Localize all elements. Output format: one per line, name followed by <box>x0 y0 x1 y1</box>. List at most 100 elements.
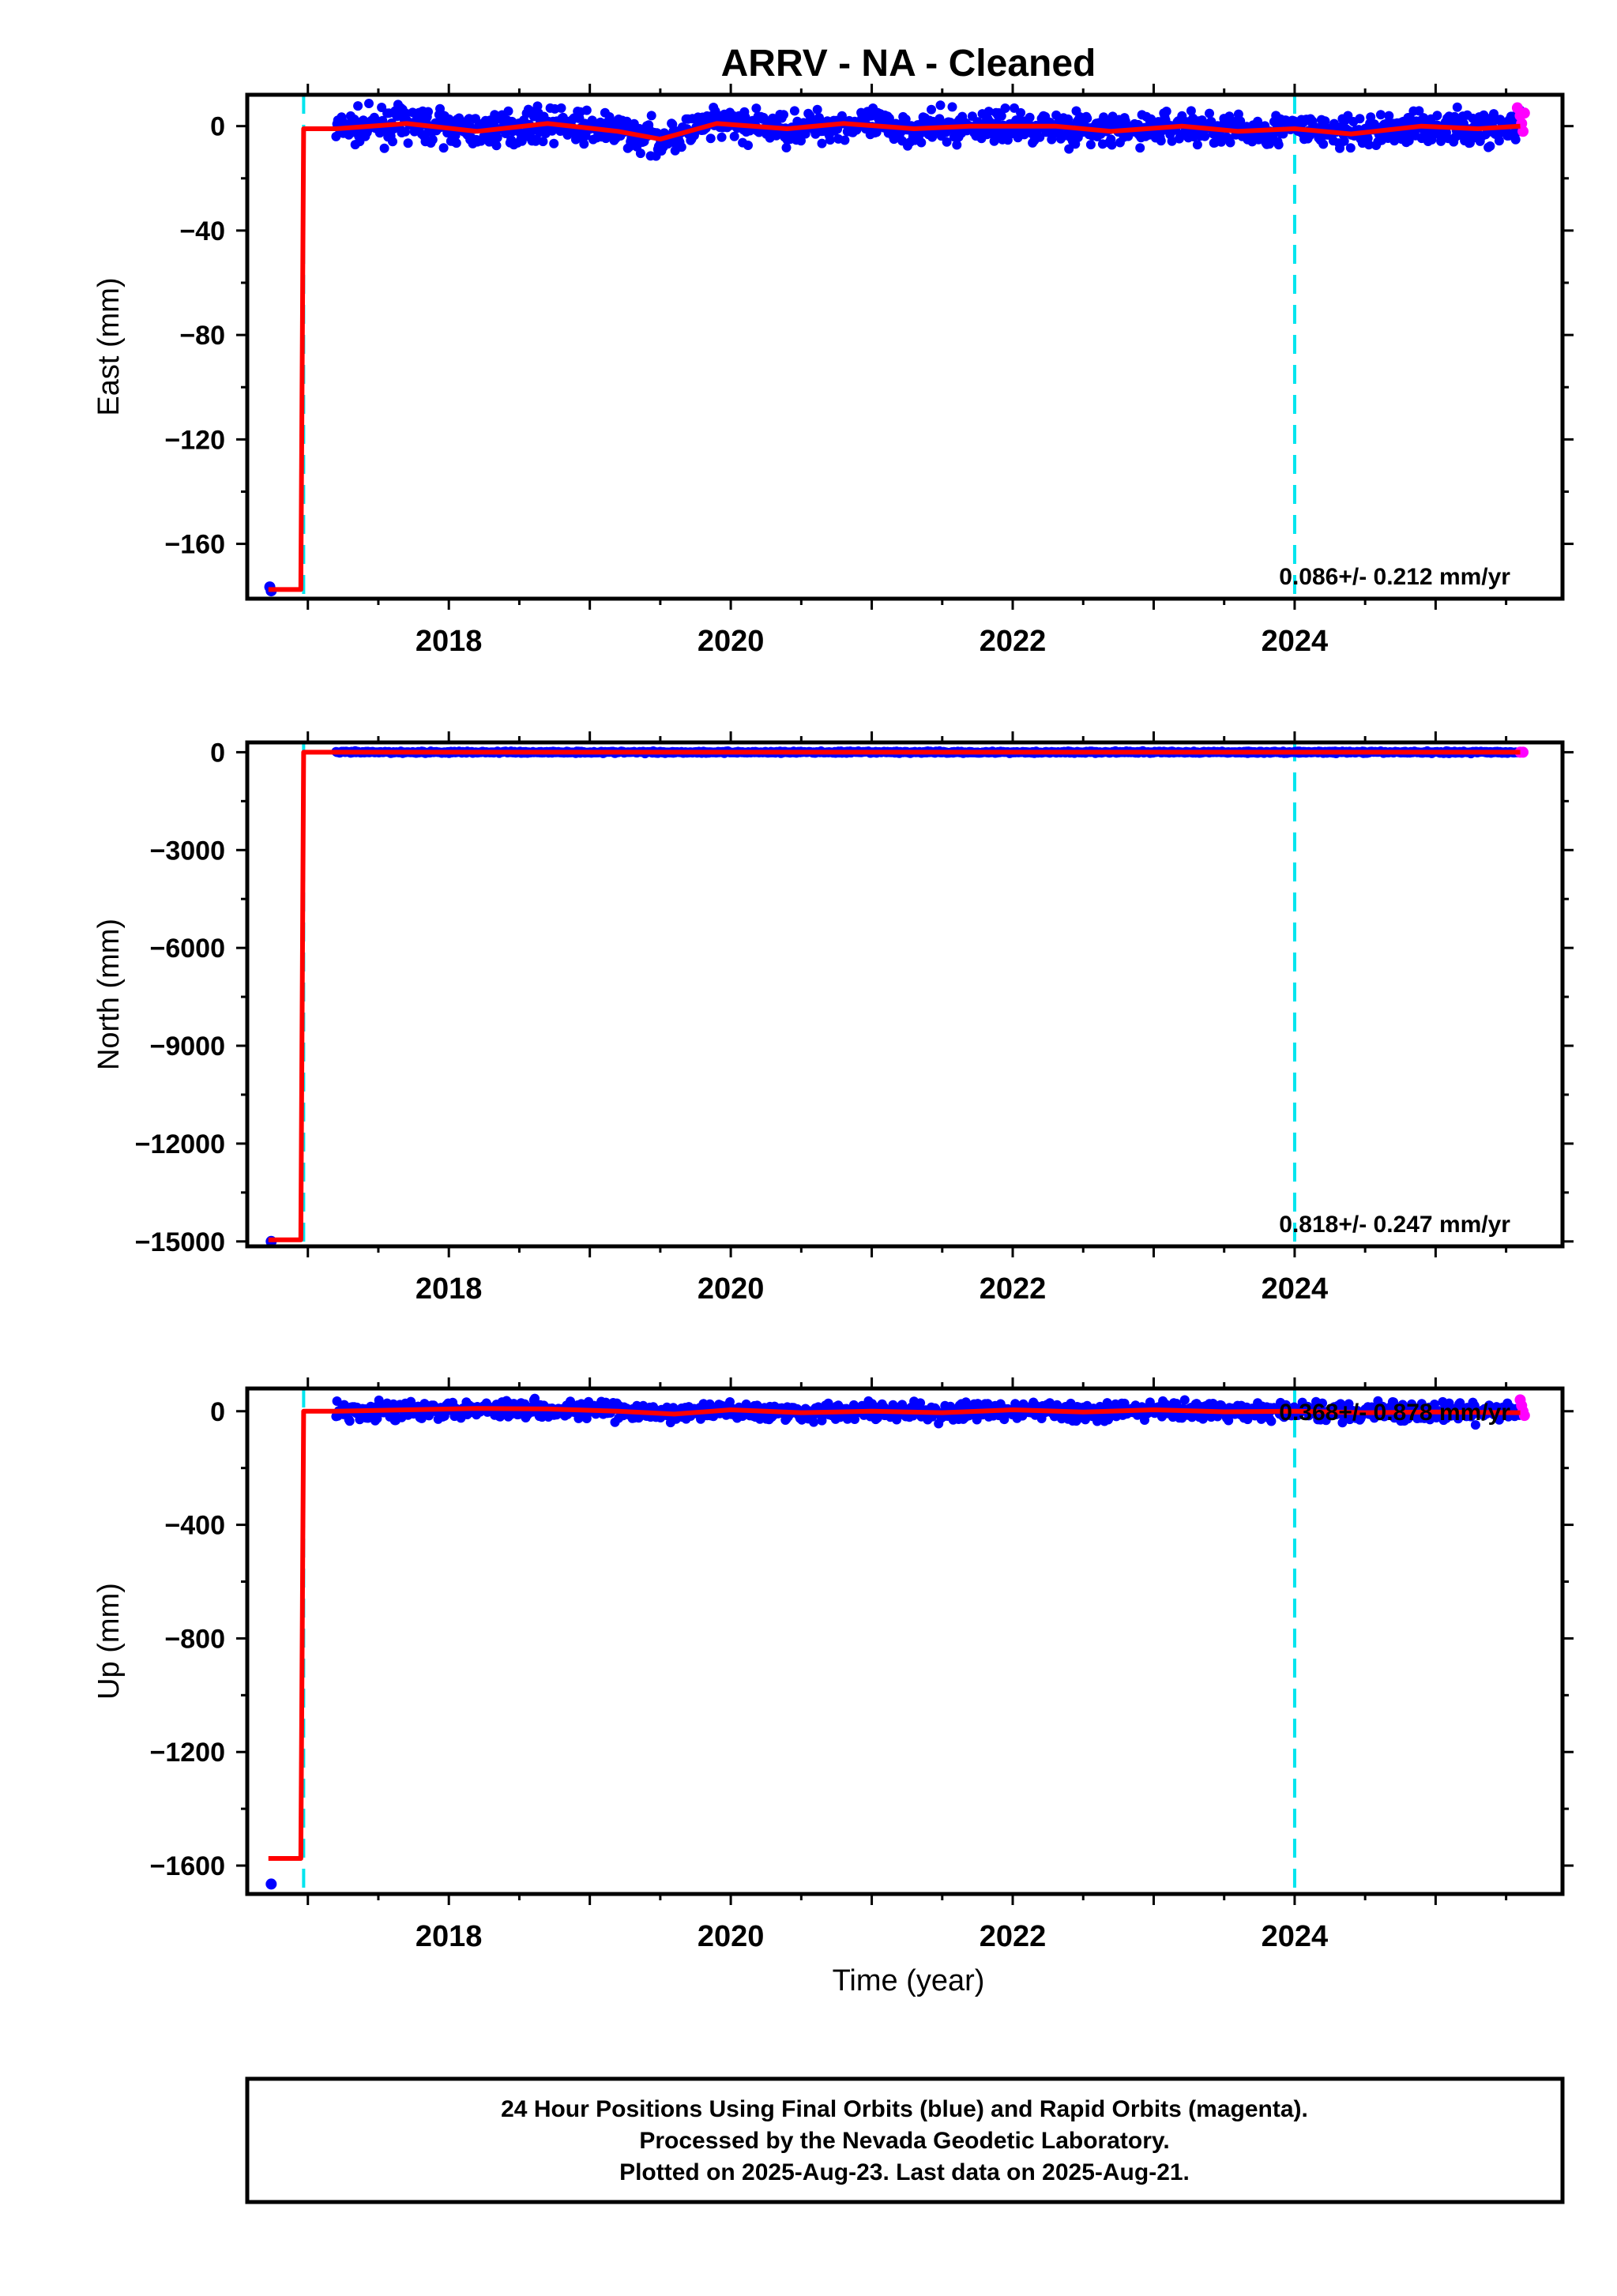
final-orbit-point <box>1432 111 1442 121</box>
final-orbits-series <box>264 99 1525 597</box>
final-orbit-point <box>983 107 994 117</box>
final-orbit-point <box>779 110 788 120</box>
x-tick-label: 2024 <box>1262 1272 1329 1306</box>
final-orbit-point <box>492 133 502 143</box>
rate-annotation: 0.086+/- 0.212 mm/yr <box>1279 564 1510 590</box>
plot-area <box>265 1388 1530 1894</box>
y-tick-label: 0 <box>210 112 225 142</box>
final-orbit-point <box>812 104 822 115</box>
footer-box: 24 Hour Positions Using Final Orbits (bl… <box>245 2076 1565 2204</box>
final-orbit-point <box>809 1417 819 1427</box>
final-orbit-point <box>1265 139 1275 149</box>
final-orbit-point <box>652 128 662 138</box>
final-orbit-point <box>1320 116 1330 126</box>
plot-area <box>264 95 1530 599</box>
final-orbit-point <box>423 107 433 117</box>
final-orbit-point <box>989 136 999 146</box>
plot-frame <box>245 92 1565 601</box>
final-orbit-point <box>1082 113 1092 123</box>
final-orbit-point <box>676 142 686 152</box>
x-tick-label: 2024 <box>1262 625 1329 658</box>
x-tick-label: 2018 <box>416 1272 483 1306</box>
footer-line-2: Processed by the Nevada Geodetic Laborat… <box>639 2128 1169 2154</box>
rate-annotation: 0.818+/- 0.247 mm/yr <box>1279 1212 1510 1238</box>
y-tick-label: −3000 <box>150 836 226 866</box>
final-orbit-point <box>1205 108 1214 118</box>
final-orbit-point <box>1366 112 1376 122</box>
y-tick-label: −1200 <box>150 1738 226 1768</box>
y-tick-label: 0 <box>210 738 225 768</box>
y-axis-label: East (mm) <box>92 277 126 415</box>
final-orbit-point <box>942 137 952 147</box>
final-orbit-point <box>503 106 513 116</box>
final-orbit-point <box>1430 1400 1439 1409</box>
y-tick-label: −40 <box>179 216 225 246</box>
rapid-orbit-point-3 <box>1518 1410 1530 1422</box>
x-axis: 2018 2020 2022 2024 <box>306 731 1508 1306</box>
final-orbit-point <box>1384 111 1394 121</box>
final-orbit-point <box>781 143 792 152</box>
final-orbit-point <box>1414 106 1424 116</box>
final-orbit-point <box>570 134 581 145</box>
final-orbit-point <box>1363 140 1374 150</box>
final-orbit-point <box>1179 1395 1190 1405</box>
final-orbit-point <box>538 137 548 147</box>
final-orbit-point <box>451 138 461 148</box>
y-tick-label: −9000 <box>150 1032 226 1062</box>
early-point-0 <box>265 1878 277 1890</box>
final-orbit-point <box>927 104 936 115</box>
final-orbit-point <box>789 106 799 116</box>
final-orbit-point <box>871 127 882 137</box>
east-panel: 0 −40 −80 −120 −160 2018 2020 2022 2024 East (mm)… <box>92 84 1574 658</box>
final-orbit-point <box>364 99 374 108</box>
footer-line-3: Plotted on 2025-Aug-23. Last data on 202… <box>619 2159 1190 2185</box>
plot-area <box>265 742 1529 1246</box>
final-orbit-point <box>1453 130 1463 141</box>
y-tick-label: −120 <box>164 425 225 455</box>
x-tick-label: 2022 <box>980 625 1047 658</box>
final-orbit-point <box>705 133 716 144</box>
y-tick-label: 0 <box>210 1397 225 1427</box>
final-orbit-point <box>916 137 927 148</box>
x-tick-label: 2018 <box>416 1920 483 1953</box>
plot-frame <box>245 1386 1565 1896</box>
final-orbit-point <box>1318 139 1329 149</box>
y-axis: 0 −400 −800 −1200 −1600 <box>150 1397 1574 1881</box>
final-orbit-point <box>438 143 449 153</box>
final-orbit-point <box>1156 136 1166 146</box>
final-orbit-point <box>1470 1420 1480 1430</box>
final-orbit-point <box>1355 114 1365 124</box>
final-orbit-point <box>344 1416 355 1426</box>
final-orbit-point <box>1025 112 1035 122</box>
x-axis-label: Time (year) <box>833 1964 985 1997</box>
footer-line-1: 24 Hour Positions Using Final Orbits (bl… <box>501 2096 1308 2122</box>
rate-annotation: 0.368+/- 0.878 mm/yr <box>1279 1400 1510 1426</box>
final-orbit-point <box>1135 143 1145 153</box>
rapid-orbits-series <box>1511 102 1530 137</box>
y-tick-label: −400 <box>164 1511 225 1541</box>
rapid-orbits-series <box>1514 1394 1530 1422</box>
final-orbit-point <box>1375 110 1386 120</box>
final-orbit-point <box>1318 1398 1327 1408</box>
north-panel: 0 −3000 −6000 −9000 −12000 −15000 2018 2020 2022… <box>92 731 1574 1306</box>
final-orbits-series <box>265 1393 1525 1890</box>
final-orbits-series <box>265 746 1525 1246</box>
final-orbit-point <box>1161 107 1171 116</box>
x-axis: 2018 2020 2022 2024 <box>306 1377 1508 1953</box>
final-orbit-point <box>999 1415 1010 1425</box>
final-orbit-point <box>1085 140 1096 150</box>
y-axis-label: North (mm) <box>92 919 126 1070</box>
y-axis: 0 −3000 −6000 −9000 −12000 −15000 <box>135 738 1574 1257</box>
final-orbit-point <box>729 131 739 141</box>
final-orbit-point <box>579 139 589 149</box>
x-tick-label: 2022 <box>980 1272 1047 1306</box>
final-orbit-point <box>601 133 611 144</box>
y-tick-label: −160 <box>164 530 225 560</box>
final-orbit-point <box>372 1414 382 1424</box>
final-orbit-point <box>1273 140 1284 150</box>
final-orbit-point <box>996 111 1006 121</box>
final-orbit-point <box>1186 106 1196 116</box>
final-orbit-point <box>556 103 566 113</box>
